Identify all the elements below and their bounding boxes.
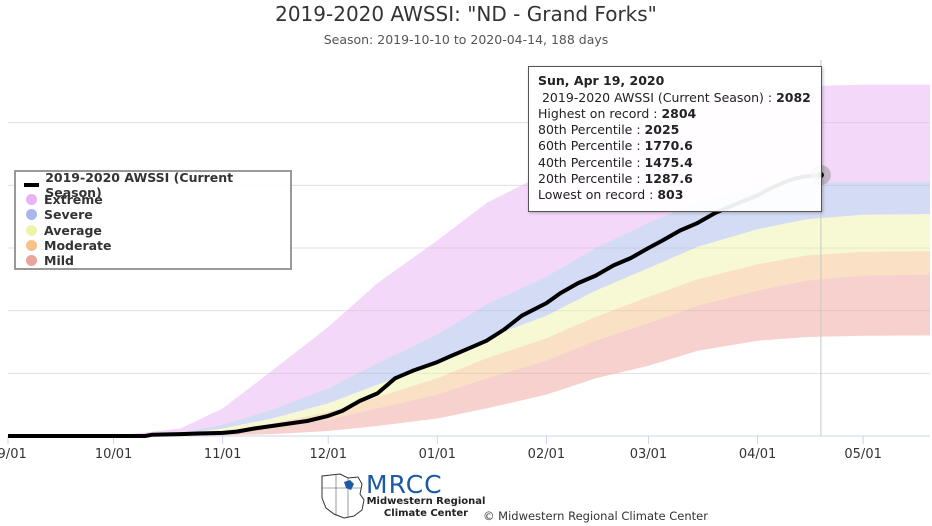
legend-dot-symbol [26, 224, 37, 236]
legend-item-extreme[interactable]: Extreme [24, 192, 282, 207]
tooltip-row: 20th Percentile : 1287.6 [538, 170, 693, 186]
legend-label: Severe [44, 207, 93, 223]
tooltip-date: Sun, Apr 19, 2020 [538, 73, 665, 88]
x-tick-label: 09/01 [0, 447, 27, 462]
tooltip-row-value: 1475.4 [644, 154, 693, 170]
tooltip-row-label: 40th Percentile [538, 154, 633, 170]
tooltip-row-value: 2082 [776, 89, 811, 105]
legend-dot-symbol [26, 239, 37, 251]
series-line-current-season [8, 173, 822, 438]
chart-title: 2019-2020 AWSSI: "ND - Grand Forks" [275, 2, 657, 26]
tooltip-row-label: Highest on record [538, 105, 650, 121]
x-tick-label: 11/01 [204, 447, 241, 462]
tooltip-row-value: 1770.6 [644, 138, 693, 154]
mrcc-logo[interactable]: MRCC Midwestern Regional Climate Center [318, 468, 486, 522]
logo-full-name: Midwestern Regional Climate Center [366, 496, 486, 519]
tooltip-row: Highest on record : 2804 [538, 105, 697, 121]
tooltip-row-label: 20th Percentile [538, 170, 633, 186]
tooltip-row-label: 80th Percentile [538, 122, 633, 138]
band-mild [113, 274, 931, 436]
tooltip-row: 80th Percentile : 2025 [538, 122, 680, 138]
legend-item-severe[interactable]: Severe [24, 207, 282, 222]
band-moderate [113, 251, 931, 436]
chart-tooltip: Sun, Apr 19, 2020 2019-2020 AWSSI (Curre… [528, 66, 822, 212]
legend-label: Average [44, 222, 102, 238]
chart-subtitle: Season: 2019-10-10 to 2020-04-14, 188 da… [323, 32, 609, 47]
tooltip-row-value: 1287.6 [644, 170, 693, 186]
legend-item-average[interactable]: Average [24, 223, 282, 238]
band-average [113, 214, 931, 436]
tooltip-row-value: 803 [657, 187, 684, 203]
tooltip-row: 2019-2020 AWSSI (Current Season) : 2082 [541, 89, 811, 105]
tooltip-row: 40th Percentile : 1475.4 [538, 154, 693, 170]
x-tick-label: 03/01 [630, 447, 667, 462]
legend-line-symbol [24, 182, 40, 187]
legend-label: Extreme [44, 192, 103, 208]
legend-label: 2019-2020 AWSSI (Current Season) [45, 169, 234, 200]
x-tick-label: 01/01 [419, 447, 456, 462]
legend-dot-symbol [26, 255, 37, 267]
legend-item-current-season[interactable]: 2019-2020 AWSSI (Current Season) [24, 170, 282, 200]
legend-dot-symbol [26, 194, 37, 206]
legend-dot-symbol [26, 209, 37, 221]
chart-legend[interactable]: 2019-2020 AWSSI (Current Season) Extreme… [14, 170, 292, 270]
legend-label: Mild [44, 253, 74, 269]
tooltip-row: 60th Percentile : 1770.6 [538, 138, 693, 154]
x-tick-label: 05/01 [844, 447, 881, 462]
band-severe [113, 182, 931, 436]
tooltip-row-label: 2019-2020 AWSSI (Current Season) [541, 89, 764, 105]
credit-text: © Midwestern Regional Climate Center [483, 509, 708, 523]
legend-item-moderate[interactable]: Moderate [24, 238, 282, 253]
tooltip-row-label: Lowest on record [538, 187, 646, 203]
x-tick-label: 04/01 [739, 447, 776, 462]
x-tick-label: 12/01 [310, 447, 347, 462]
x-tick-label: 02/01 [528, 447, 565, 462]
x-tick-label: 10/01 [95, 447, 132, 462]
midwest-map-icon [321, 473, 365, 519]
tooltip-row-label: 60th Percentile [538, 138, 633, 154]
tooltip-row-value: 2025 [644, 122, 680, 138]
tooltip-row-value: 2804 [661, 105, 697, 121]
logo-acronym: MRCC [366, 470, 443, 499]
tooltip-row: Lowest on record : 803 [538, 187, 684, 203]
legend-label: Moderate [44, 237, 112, 253]
legend-item-mild[interactable]: Mild [24, 253, 282, 268]
